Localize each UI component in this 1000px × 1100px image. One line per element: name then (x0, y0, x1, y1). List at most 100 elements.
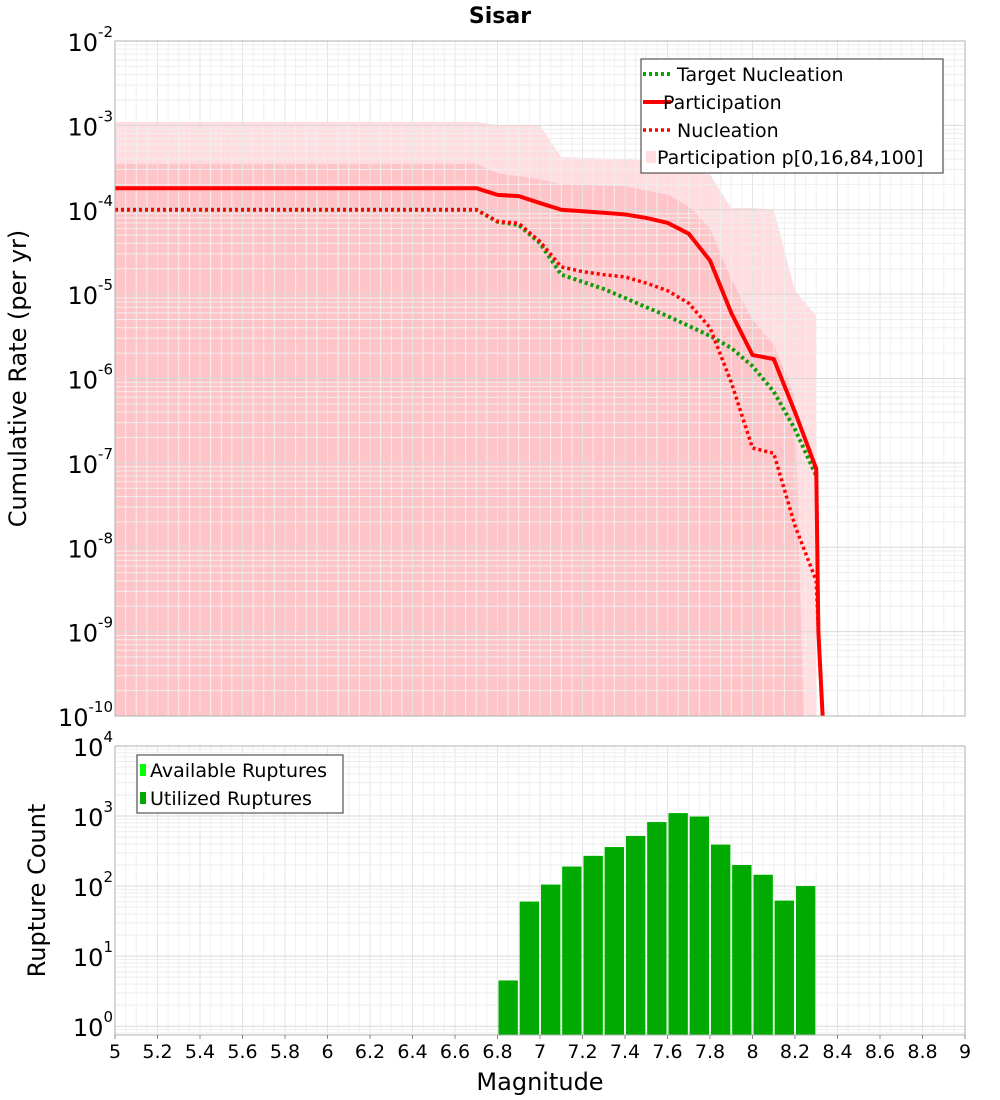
y-tick-label: 102 (73, 868, 113, 902)
y-tick-exponent: -2 (98, 23, 113, 41)
y-tick-base: 10 (67, 367, 98, 395)
x-tick-label: 9 (959, 1041, 971, 1063)
top-y-axis-label: Cumulative Rate (per yr) (4, 230, 32, 528)
bar-utilized (519, 901, 539, 1035)
bar-utilized (668, 813, 688, 1035)
legend-label: Participation (663, 92, 782, 114)
bar-utilized (689, 816, 709, 1035)
x-tick-label: 6.2 (355, 1041, 385, 1063)
y-tick-base: 10 (73, 874, 104, 902)
x-tick-label: 7.8 (695, 1041, 725, 1063)
x-tick-label: 8.6 (865, 1041, 895, 1063)
y-tick-base: 10 (67, 451, 98, 479)
chart-title: Sisar (469, 4, 531, 29)
x-tick-label: 7.4 (610, 1041, 640, 1063)
x-tick-label: 8 (746, 1041, 758, 1063)
legend-label: Participation p[0,16,84,100] (657, 147, 923, 169)
x-tick-label: 5.6 (227, 1041, 257, 1063)
bar-utilized (562, 866, 582, 1035)
bottom-legend: Available Ruptures Utilized Ruptures (136, 754, 344, 814)
bar-utilized (626, 835, 646, 1035)
x-tick-label: 8.8 (907, 1041, 937, 1063)
y-tick-label: 103 (73, 798, 113, 832)
legend-label: Utilized Ruptures (150, 788, 312, 810)
series-line-nucleation (115, 208, 825, 717)
y-tick-label: 10-3 (67, 107, 113, 141)
y-tick-label: 10-8 (67, 529, 113, 563)
bar-utilized (583, 855, 603, 1035)
bar-utilized (753, 874, 773, 1035)
x-tick-label: 8.2 (780, 1041, 810, 1063)
x-tick-label: 8.4 (822, 1041, 852, 1063)
top-legend-box (640, 58, 944, 174)
y-tick-label: 10-7 (67, 445, 113, 479)
x-tick-label: 5 (109, 1041, 121, 1063)
y-tick-base: 10 (67, 282, 98, 310)
y-tick-exponent: 0 (103, 1008, 113, 1026)
x-tick-label: 6 (321, 1041, 333, 1063)
y-tick-exponent: -10 (89, 698, 114, 716)
bar-utilized (711, 844, 731, 1035)
legend-swatch-band (646, 151, 656, 163)
y-tick-base: 10 (67, 198, 98, 226)
top-plot-frame (114, 40, 966, 717)
y-tick-base: 10 (67, 620, 98, 648)
x-tick-label: 7.2 (567, 1041, 597, 1063)
x-tick-label: 6.4 (397, 1041, 427, 1063)
bar-utilized (774, 900, 794, 1035)
y-tick-exponent: -8 (98, 529, 113, 547)
bar-utilized (541, 884, 561, 1035)
y-tick-exponent: -4 (98, 192, 113, 210)
top-panel: 10-210-310-410-510-610-710-810-910-10Tar… (58, 23, 966, 732)
y-tick-label: 100 (73, 1008, 113, 1042)
x-tick-label: 7.6 (652, 1041, 682, 1063)
y-tick-label: 104 (73, 728, 113, 762)
legend-swatch-utilized (140, 792, 146, 804)
y-tick-exponent: 2 (103, 868, 113, 886)
y-tick-exponent: -7 (98, 445, 113, 463)
y-tick-label: 10-4 (67, 192, 113, 226)
y-tick-label: 101 (73, 938, 113, 972)
x-axis-label: Magnitude (476, 1068, 603, 1096)
y-tick-base: 10 (67, 113, 98, 141)
bottom-y-axis-label: Rupture Count (23, 804, 51, 978)
y-tick-base: 10 (67, 535, 98, 563)
bar-utilized (498, 980, 518, 1035)
bar-utilized (647, 822, 667, 1035)
y-tick-exponent: -3 (98, 107, 113, 125)
legend-label: Available Ruptures (150, 760, 327, 782)
y-tick-label: 10-9 (67, 614, 113, 648)
y-tick-base: 10 (73, 944, 104, 972)
bottom-legend-box (136, 754, 344, 814)
x-tick-label: 5.8 (270, 1041, 300, 1063)
y-tick-label: 10-2 (67, 23, 113, 57)
legend-swatch-available (140, 764, 146, 776)
y-tick-exponent: -6 (98, 361, 113, 379)
legend-label: Target Nucleation (676, 64, 844, 86)
bar-utilized (604, 847, 624, 1035)
y-tick-base: 10 (73, 804, 104, 832)
y-tick-exponent: 1 (103, 938, 113, 956)
bar-utilized (732, 865, 752, 1035)
top-legend: Target Nucleation Participation Nucleation… (640, 58, 944, 174)
x-tick-label: 6.8 (482, 1041, 512, 1063)
y-tick-base: 10 (67, 29, 98, 57)
y-tick-exponent: 4 (103, 728, 113, 746)
x-tick-label: 5.4 (185, 1041, 215, 1063)
bar-utilized (796, 886, 816, 1035)
y-tick-exponent: 3 (103, 798, 113, 816)
y-tick-label: 10-5 (67, 276, 113, 310)
x-tick-label: 5.2 (142, 1041, 172, 1063)
y-tick-base: 10 (73, 1014, 104, 1042)
y-tick-base: 10 (73, 734, 104, 762)
legend-label: Nucleation (677, 120, 779, 142)
series-line-participation (115, 186, 825, 717)
y-tick-base: 10 (58, 704, 89, 732)
y-tick-label: 10-6 (67, 361, 113, 395)
x-tick-label: 7 (534, 1041, 546, 1063)
y-tick-label: 10-10 (58, 698, 113, 732)
x-tick-label: 6.6 (440, 1041, 470, 1063)
y-tick-exponent: -9 (98, 614, 113, 632)
